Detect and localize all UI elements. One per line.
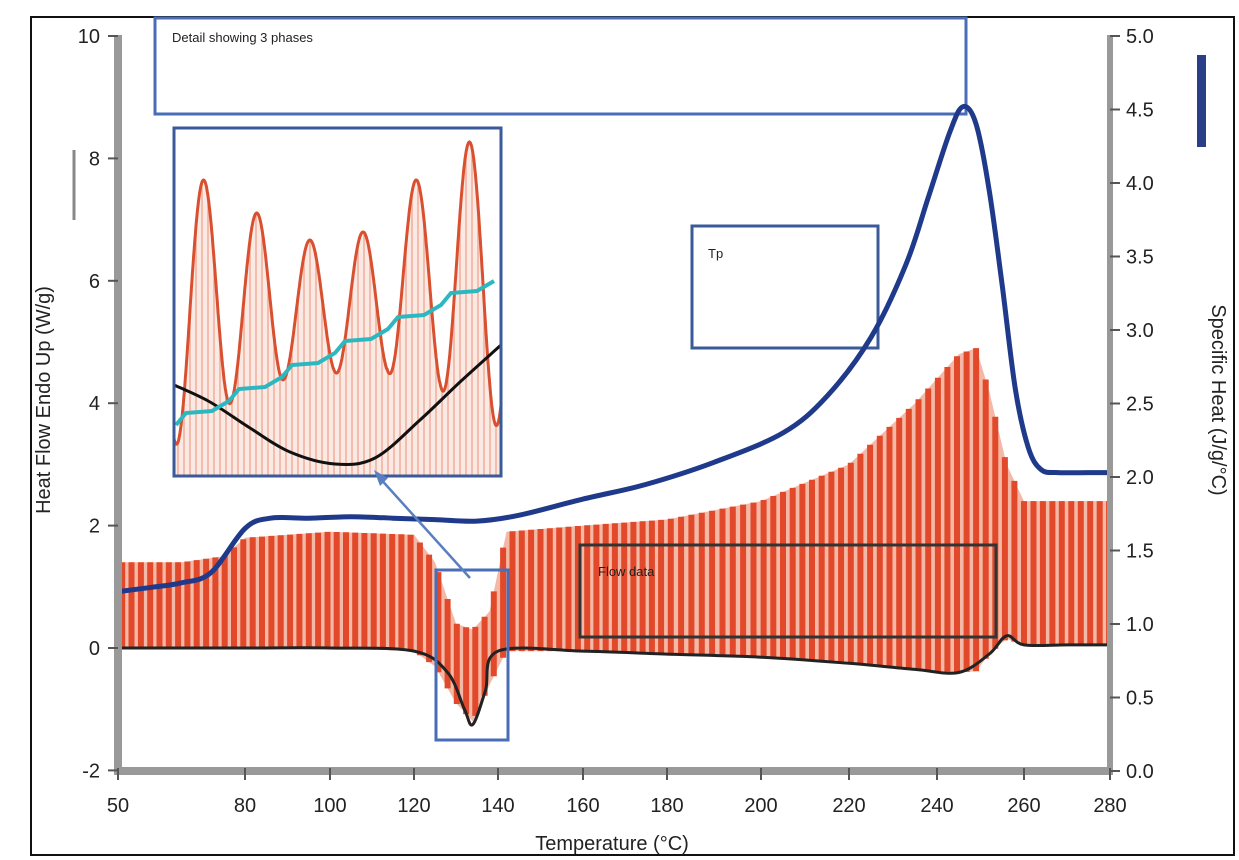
- transition-highlight-box: [434, 568, 510, 742]
- x-tick-label: 200: [744, 795, 777, 817]
- top-annotation-text: Detail showing 3 phases: [172, 30, 313, 45]
- right-tick-label: 5.0: [1126, 26, 1154, 48]
- x-tick-label: 100: [313, 795, 346, 817]
- plot-area: [118, 103, 1113, 727]
- x-tick-label: 140: [481, 795, 514, 817]
- x-tick-label: 240: [920, 795, 953, 817]
- right-tick-label: 0.5: [1126, 688, 1154, 710]
- tp-annotation-box: [690, 224, 880, 350]
- inset-border: [172, 126, 503, 478]
- right-tick-label: 1.5: [1126, 541, 1154, 563]
- specific-heat-line: [118, 103, 1110, 595]
- right-tick-label: 4.5: [1126, 100, 1154, 122]
- x-tick-label: 220: [832, 795, 865, 817]
- top-annotation-box: [153, 16, 968, 116]
- right-tick-label: 2.5: [1126, 394, 1154, 416]
- tp-annotation-text: Tp: [708, 246, 723, 261]
- axes: 50 80 100 120 140 160 180 200 220 240 260 280 -2 0 2 4 6…: [78, 26, 1154, 817]
- left-tick-label: 10: [78, 26, 100, 48]
- right-tick-label: 4.0: [1126, 173, 1154, 195]
- x-tick-label: 50: [107, 795, 129, 817]
- inset-heat-flow-baseline: [174, 343, 501, 467]
- inset-specific-heat-line: [174, 279, 496, 427]
- left-tick-label: 4: [89, 393, 100, 415]
- heat-flow-line: [118, 634, 1110, 727]
- right-tick-label: 3.5: [1126, 247, 1154, 269]
- left-axis-title: Heat Flow Endo Up (W/g): [33, 286, 55, 514]
- x-tick-label: 120: [397, 795, 430, 817]
- x-tick-label: 180: [650, 795, 683, 817]
- inset-plot: [174, 140, 501, 476]
- right-tick-label: 2.0: [1126, 467, 1154, 489]
- right-tick-label: 1.0: [1126, 614, 1154, 636]
- right-axis-title: Specific Heat (J/g/°C): [1207, 304, 1229, 495]
- x-tick-label: 80: [234, 795, 256, 817]
- bottom-annotation-box: [578, 543, 998, 639]
- right-tick-label: 0.0: [1126, 761, 1154, 783]
- inset-pointer-arrow: [377, 475, 471, 579]
- right-tick-label: 3.0: [1126, 320, 1154, 342]
- x-tick-label: 160: [566, 795, 599, 817]
- x-tick-label: 280: [1093, 795, 1126, 817]
- inset-pointer-arrowhead: [374, 470, 388, 486]
- left-tick-label: 0: [89, 638, 100, 660]
- left-tick-label: 6: [89, 271, 100, 293]
- bottom-annotation-text: Flow data: [598, 564, 655, 579]
- left-tick-label: -2: [82, 760, 100, 782]
- left-tick-label: 2: [89, 516, 100, 538]
- x-axis-title: Temperature (°C): [535, 833, 689, 855]
- x-tick-label: 260: [1007, 795, 1040, 817]
- left-tick-label: 8: [89, 148, 100, 170]
- specific-heat-legend-swatch: [1197, 55, 1206, 147]
